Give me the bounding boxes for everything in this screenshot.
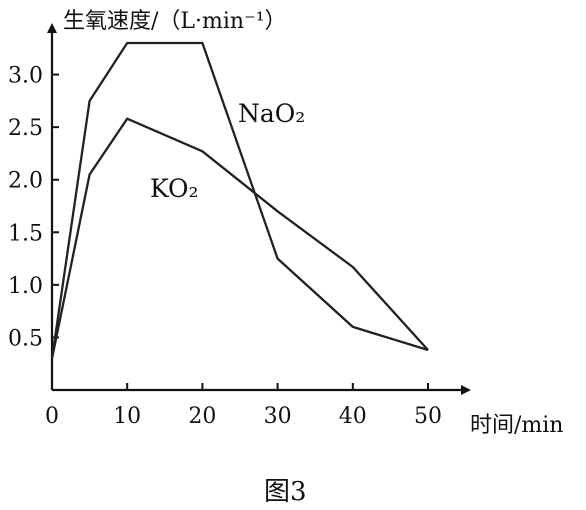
y-axis-label: 生氧速度/（L·min⁻¹）	[63, 9, 287, 34]
x-tick-label: 0	[45, 404, 59, 429]
x-tick-label: 40	[339, 404, 367, 429]
y-tick-label: 3.0	[8, 64, 43, 89]
y-tick-label: 2.5	[8, 116, 43, 141]
series-label-1: KO₂	[150, 174, 199, 203]
x-tick-label: 50	[414, 404, 442, 429]
y-ticks: 0.5 1.0 1.5 2.0 2.5 3.0	[8, 64, 59, 351]
y-tick-label: 0.5	[8, 326, 43, 351]
series-line-1	[50, 117, 429, 359]
series-line-0	[50, 41, 429, 359]
y-tick-label: 1.0	[8, 274, 43, 299]
series-group	[50, 41, 429, 359]
series-labels: NaO₂ KO₂	[150, 99, 305, 203]
x-tick-label: 10	[113, 404, 141, 429]
y-tick-label: 2.0	[8, 169, 43, 194]
figure-caption: 图3	[264, 477, 307, 507]
series-label-0: NaO₂	[238, 99, 305, 128]
x-tick-label: 30	[264, 404, 292, 429]
x-ticks: 0 10 20 30 40 50	[45, 383, 442, 429]
y-tick-label: 1.5	[8, 221, 43, 246]
x-tick-label: 20	[188, 404, 216, 429]
x-axis-label: 时间/min	[470, 413, 563, 438]
